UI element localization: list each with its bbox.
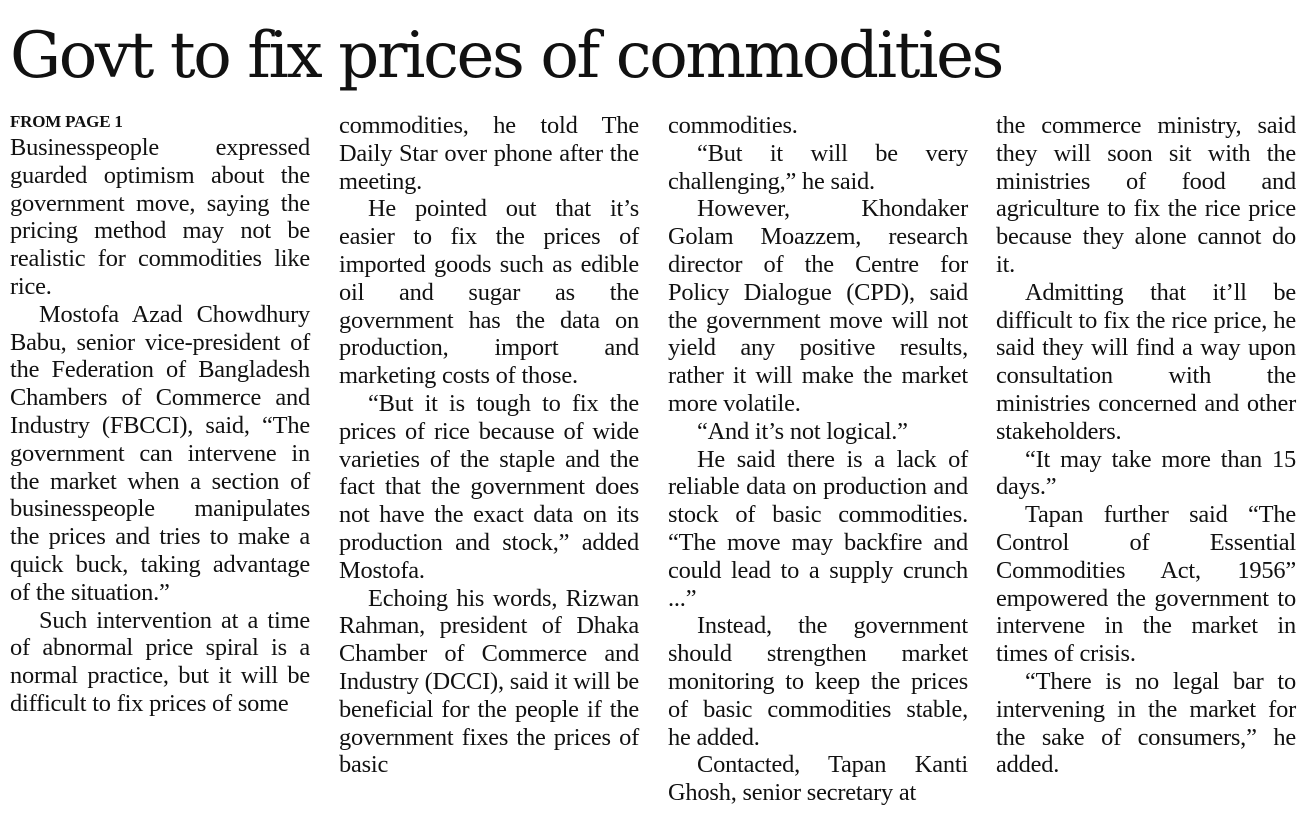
paragraph: Instead, the government should strengthe… [668, 612, 968, 751]
paragraph: He said there is a lack of reliable data… [668, 445, 968, 612]
paragraph: “But it will be very challenging,” he sa… [668, 139, 968, 195]
article-column-1: FROM PAGE 1 Businesspeople expressed gua… [10, 110, 310, 718]
headline: Govt to fix prices of commodities [10, 19, 1004, 93]
paragraph: Admitting that it’ll be difficult to fix… [996, 278, 1296, 445]
paragraph: However, Khondaker Golam Moazzem, resear… [668, 195, 968, 417]
paragraph: He pointed out that it’s easier to fix t… [339, 195, 639, 390]
paragraph: “It may take more than 15 days.” [996, 445, 1296, 501]
paragraph: “And it’s not logical.” [697, 417, 908, 445]
continuation-kicker: FROM PAGE 1 [10, 112, 123, 131]
article-column-3: commodities. “But it will be very challe… [668, 112, 968, 807]
paragraph: Echoing his words, Rizwan Rahman, presid… [339, 584, 639, 779]
paragraph: the commerce ministry, said they will so… [996, 112, 1296, 278]
paragraph: commodities. [668, 112, 798, 139]
paragraph: Businesspeople expressed guarded optimis… [10, 134, 310, 300]
article-body: FROM PAGE 1 Businesspeople expressed gua… [10, 110, 1300, 810]
paragraph: Mostofa Azad Chowdhury Babu, senior vice… [10, 300, 310, 606]
paragraph: commodities, he told The Daily Star over… [339, 112, 639, 195]
paragraph: Contacted, Tapan Kanti Ghosh, senior sec… [668, 751, 968, 807]
paragraph: Such intervention at a time of abnormal … [10, 606, 310, 717]
paragraph: Tapan further said “The Control of Essen… [996, 501, 1296, 668]
paragraph: “There is no legal bar to intervening in… [996, 667, 1296, 779]
article-column-4: the commerce ministry, said they will so… [996, 112, 1296, 779]
article-column-2: commodities, he told The Daily Star over… [339, 112, 639, 779]
paragraph: “But it is tough to fix the prices of ri… [339, 389, 639, 584]
